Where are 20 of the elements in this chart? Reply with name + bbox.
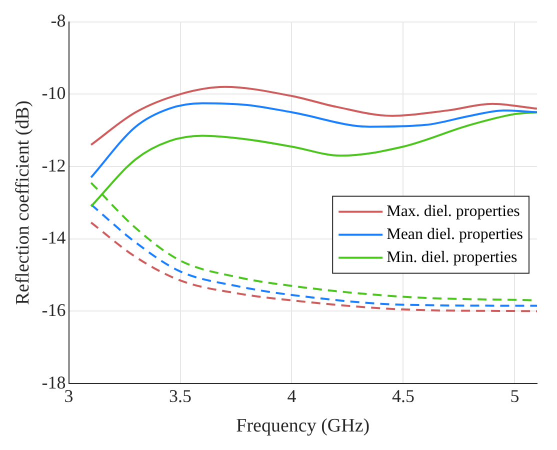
x-tick-label: 4 (287, 386, 296, 406)
y-tick-label: -8 (50, 10, 66, 31)
y-axis-title: Reflection coefficient (dB) (12, 100, 34, 305)
legend-label: Mean diel. properties (386, 226, 524, 243)
line-series (90, 222, 537, 312)
y-tick-label: -18 (42, 372, 66, 392)
x-tick-label: 3 (64, 386, 74, 406)
line-series (90, 102, 537, 178)
x-tick-label: 3.5 (169, 386, 192, 406)
y-tick-label: -12 (42, 155, 66, 176)
y-tick-label: -14 (42, 228, 66, 248)
legend-label: Min. diel. properties (386, 248, 518, 266)
legend-label: Max. diel. properties (386, 202, 520, 220)
line-series (90, 204, 537, 307)
y-tick-label: -10 (42, 82, 66, 103)
x-axis-title: Frequency (GHz) (236, 416, 370, 437)
line-series (90, 86, 537, 146)
x-tick-label: 4.5 (392, 386, 414, 406)
y-tick-label: -16 (42, 300, 66, 320)
x-tick-label: 5 (510, 386, 520, 406)
